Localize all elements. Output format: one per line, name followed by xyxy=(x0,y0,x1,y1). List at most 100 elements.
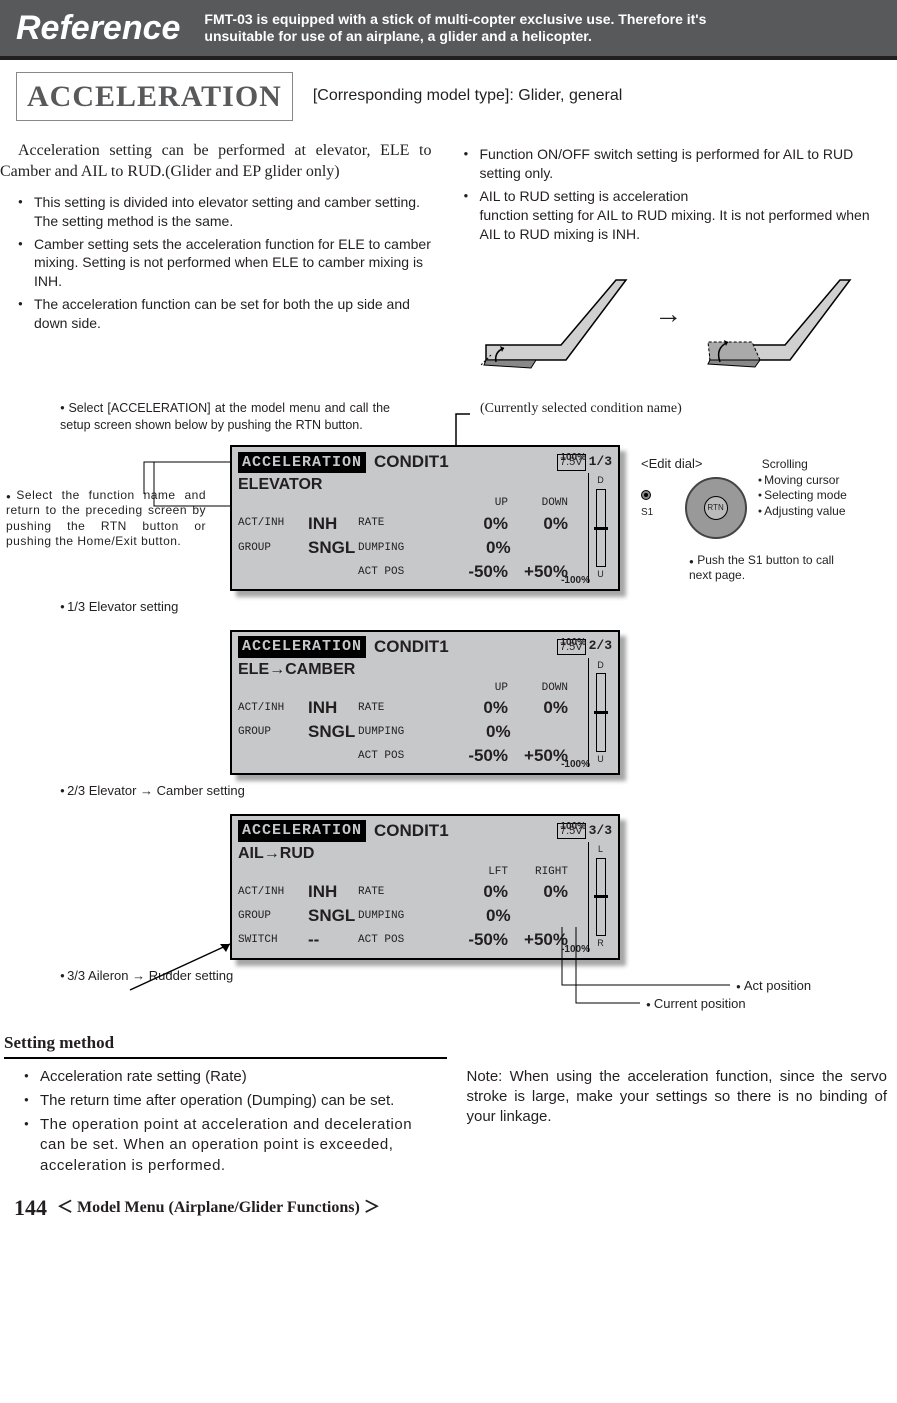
top-bar: Reference FMT-03 is equipped with a stic… xyxy=(0,0,897,60)
dir-right-label: RIGHT xyxy=(508,865,568,879)
lcd-bar-top-label: 100% xyxy=(560,636,586,649)
lcd-condition: CONDIT1 xyxy=(374,820,557,842)
lcd-subtitle: ELEVATOR xyxy=(238,475,612,496)
rate-right-value: 0% xyxy=(508,513,568,535)
bar-track xyxy=(596,489,606,567)
list-item: Adjusting value xyxy=(758,504,847,520)
scrolling-label: Scrolling xyxy=(762,457,808,471)
edit-dial-icon xyxy=(685,477,747,539)
group-label: GROUP xyxy=(238,725,308,739)
list-item: The operation point at acceleration and … xyxy=(28,1115,437,1176)
lcd-screen-2: ACCELERATION CONDIT1 7.5V 2/3 ELE→CAMBER… xyxy=(230,630,887,775)
edit-dial-title: <Edit dial> xyxy=(641,456,702,471)
reference-title: Reference xyxy=(16,6,180,50)
bar-track xyxy=(596,673,606,751)
lcd-value-grid: UP DOWN ACT/INH INH RATE 0% 0% GROUP SNG… xyxy=(238,496,612,583)
list-item: This setting is divided into elevator se… xyxy=(22,193,434,231)
tail-illustration-right xyxy=(700,260,860,370)
lcd-page: 3/3 xyxy=(589,823,612,840)
push-s1-text: Push the S1 button to call next page. xyxy=(689,553,834,583)
section-subtitle: [Corresponding model type]: Glider, gene… xyxy=(313,86,623,107)
lcd-position-bar: D U xyxy=(588,473,612,582)
dir-right-label: DOWN xyxy=(508,496,568,510)
footer-breadcrumb: ＜ Model Menu (Airplane/Glider Functions)… xyxy=(57,1198,380,1219)
rate-left-value: 0% xyxy=(438,697,508,719)
list-item: Acceleration rate setting (Rate) xyxy=(28,1067,437,1087)
list-item: Function ON/OFF switch setting is perfor… xyxy=(468,145,880,183)
list-item: Camber setting sets the acceleration fun… xyxy=(22,235,434,292)
intro-columns: Acceleration setting can be performed at… xyxy=(0,131,897,369)
screens-area: Select [ACCELERATION] at the model menu … xyxy=(0,370,897,1019)
s1-button-icon xyxy=(641,490,651,500)
push-s1-note: ● Push the S1 button to call next page. xyxy=(689,553,839,584)
group-value: SNGL xyxy=(308,537,358,559)
list-item: Selecting mode xyxy=(758,488,847,504)
lcd-panel: ACCELERATION CONDIT1 7.5V 1/3 ELEVATOR 1… xyxy=(230,445,620,590)
lcd-page: 2/3 xyxy=(589,638,612,655)
dumping-label: DUMPING xyxy=(358,909,438,923)
setting-columns: Acceleration rate setting (Rate) The ret… xyxy=(0,1067,897,1180)
list-item: The acceleration function can be set for… xyxy=(22,295,434,333)
screen-1-caption: 1/3 Elevator setting xyxy=(60,599,887,616)
lcd-title: ACCELERATION xyxy=(238,636,366,658)
section-title: ACCELERATION xyxy=(16,72,293,121)
page-footer: 144 ＜ Model Menu (Airplane/Glider Functi… xyxy=(0,1180,897,1229)
act-inh-value: INH xyxy=(308,881,358,903)
dir-left-label: UP xyxy=(438,681,508,695)
dir-left-label: UP xyxy=(438,496,508,510)
rate-label: RATE xyxy=(358,516,438,530)
lcd-value-grid: UP DOWN ACT/INH INH RATE 0% 0% GROUP SNG… xyxy=(238,681,612,768)
lcd-bar-top-label: 100% xyxy=(560,820,586,833)
dir-right-label: DOWN xyxy=(508,681,568,695)
pointer-arrow-icon xyxy=(120,940,240,1000)
act-pos-left: -50% xyxy=(438,561,508,583)
rate-left-value: 0% xyxy=(438,513,508,535)
select-acceleration-note: Select [ACCELERATION] at the model menu … xyxy=(60,400,390,434)
screen-2-caption: 2/3 Elevator → Camber setting xyxy=(60,783,887,800)
lcd-subtitle: AIL→RUD xyxy=(238,844,612,865)
lcd-position-bar: D U xyxy=(588,658,612,767)
bar-top-mark: D xyxy=(597,475,604,487)
lcd-condition: CONDIT1 xyxy=(374,451,557,473)
act-inh-label: ACT/INH xyxy=(238,885,308,899)
rate-label: RATE xyxy=(358,701,438,715)
dumping-value: 0% xyxy=(486,905,568,927)
act-inh-label: ACT/INH xyxy=(238,516,308,530)
act-pos-label: ACT POS xyxy=(358,565,438,579)
act-pos-right: +50% xyxy=(508,561,568,583)
section-header: ACCELERATION [Corresponding model type]:… xyxy=(16,72,897,121)
lcd-bar-bottom-label: -100% xyxy=(561,574,590,587)
intro-text: Acceleration setting can be performed at… xyxy=(0,131,446,193)
act-pos-left: -50% xyxy=(438,929,508,951)
lcd-condition: CONDIT1 xyxy=(374,636,557,658)
act-inh-label: ACT/INH xyxy=(238,701,308,715)
act-pos-right: +50% xyxy=(508,745,568,767)
group-label: GROUP xyxy=(238,909,308,923)
right-bullet-list: Function ON/OFF switch setting is perfor… xyxy=(446,145,892,243)
lcd-subtitle: ELE→CAMBER xyxy=(238,660,612,681)
dumping-value: 0% xyxy=(486,721,568,743)
bar-bottom-mark: U xyxy=(597,754,604,766)
lcd-screen-3: ACCELERATION CONDIT1 7.5V 3/3 AIL→RUD 10… xyxy=(230,814,887,959)
act-inh-value: INH xyxy=(308,513,358,535)
lcd-value-grid: LFT RIGHT ACT/INH INH RATE 0% 0% GROUP S… xyxy=(238,865,612,952)
list-item: Moving cursor xyxy=(758,473,847,489)
dial-functions-list: Moving cursor Selecting mode Adjusting v… xyxy=(758,473,847,520)
bar-top-mark: L xyxy=(598,844,603,856)
dir-left-label: LFT xyxy=(438,865,508,879)
tail-diagram: → xyxy=(446,260,892,370)
rate-right-value: 0% xyxy=(508,881,568,903)
act-position-callout: Act position xyxy=(736,978,811,995)
rate-right-value: 0% xyxy=(508,697,568,719)
bar-bottom-mark: U xyxy=(597,569,604,581)
switch-label: SWITCH xyxy=(238,933,308,947)
reference-note: FMT-03 is equipped with a stick of multi… xyxy=(204,11,764,45)
tail-illustration-left xyxy=(476,260,636,370)
lcd-title: ACCELERATION xyxy=(238,820,366,842)
arrow-icon: → xyxy=(654,296,682,332)
linkage-note: Note: When using the acceleration functi… xyxy=(449,1067,892,1128)
act-pos-left: -50% xyxy=(438,745,508,767)
page-number: 144 xyxy=(14,1194,47,1223)
act-pos-label: ACT POS xyxy=(358,749,438,763)
rate-left-value: 0% xyxy=(438,881,508,903)
